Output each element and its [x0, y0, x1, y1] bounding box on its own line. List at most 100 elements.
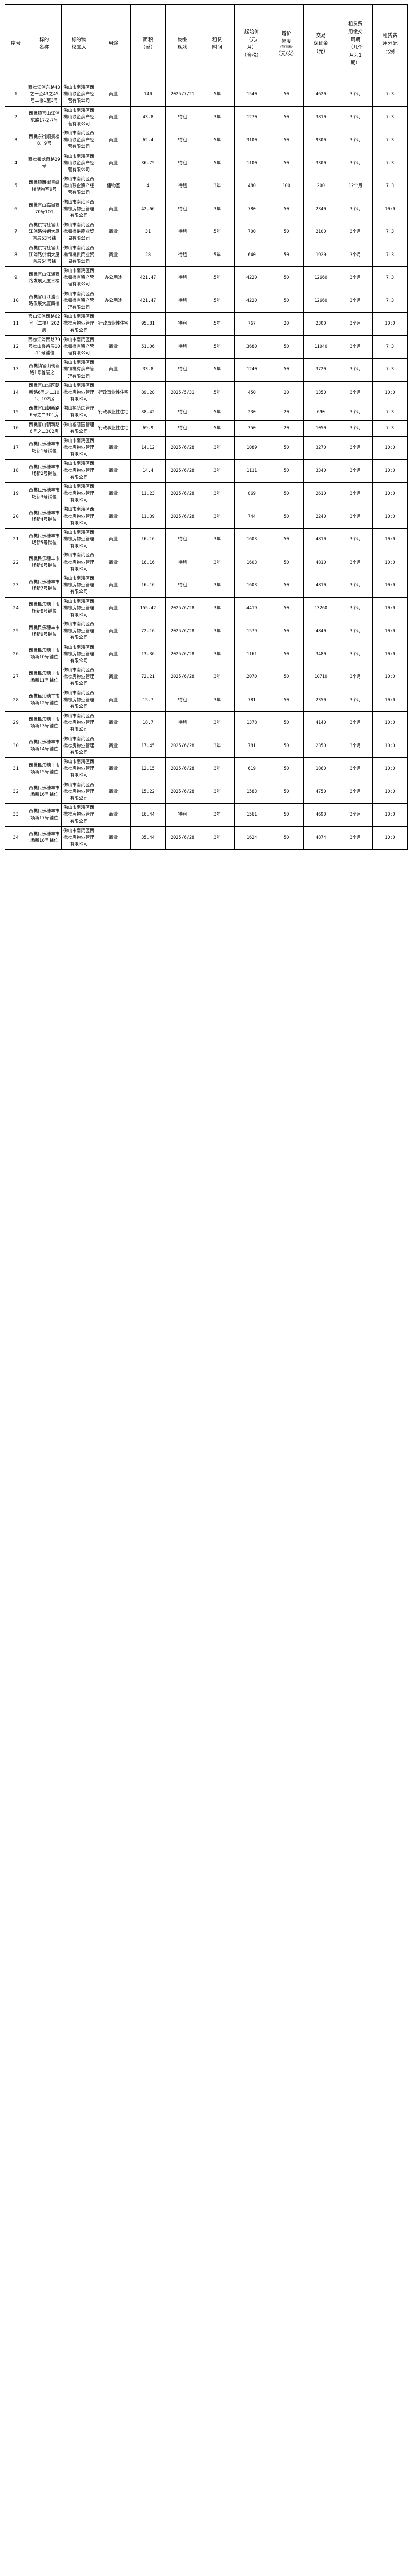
cell-owner: 佛山市南海区西樵樵房物业管理有限公司 [61, 666, 96, 689]
cell-use: 商业 [95, 780, 131, 804]
cell-pay-cycle: 3个月 [338, 83, 373, 107]
cell-name: 西樵民乐穗丰市场新16号铺位 [26, 780, 62, 804]
table-row: 25 西樵民乐穗丰市场新9号铺位 佛山市南海区西樵樵房物业管理有限公司 商业 72.16… [4, 620, 408, 643]
table-row: 9 西樵官山江浦西路发展大厦三楼 佛山市南海区西樵镇樵有资产管理有限公司 办公用途 42… [4, 266, 408, 290]
cell-area: 33.8 [130, 358, 166, 382]
cell-use: 商业 [95, 688, 131, 713]
cell-seq: 34 [4, 826, 27, 850]
cell-deposit: 13260 [303, 597, 339, 621]
cell-status: 2025/7/21 [165, 83, 201, 107]
cell-area: 72.21 [130, 666, 166, 689]
cell-deposit: 10710 [303, 666, 339, 689]
cell-term: 3年 [200, 505, 235, 529]
cell-area: 13.36 [130, 642, 166, 667]
cell-start-price: 1603 [234, 574, 270, 598]
cell-split: 10:0 [372, 381, 408, 405]
cell-use: 商业 [95, 358, 131, 382]
cell-owner: 佛山市南海区西樵樵房物业管理有限公司 [61, 197, 96, 222]
cell-start-price: 1378 [234, 711, 270, 735]
cell-increment: 20 [269, 404, 304, 421]
cell-increment: 50 [269, 597, 304, 621]
cell-split: 10:0 [372, 780, 408, 804]
cell-seq: 32 [4, 780, 27, 804]
cell-pay-cycle: 3个月 [338, 574, 373, 598]
cell-split: 10:0 [372, 197, 408, 222]
cell-deposit: 4690 [303, 803, 339, 827]
cell-status: 2025/6/28 [165, 826, 201, 850]
cell-term: 3年 [200, 482, 235, 506]
cell-split: 7:3 [372, 151, 408, 176]
cell-deposit: 12660 [303, 289, 339, 313]
cell-deposit: 1860 [303, 757, 339, 781]
cell-use: 办公用途 [95, 266, 131, 290]
cell-status: 2025/6/28 [165, 597, 201, 621]
cell-use: 商业 [95, 826, 131, 850]
cell-term: 3年 [200, 106, 235, 130]
cell-pay-cycle: 3个月 [338, 221, 373, 244]
cell-owner: 佛山市南海区西樵樵房物业管理有限公司 [61, 780, 96, 804]
cell-use: 商业 [95, 597, 131, 621]
cell-seq: 24 [4, 597, 27, 621]
cell-name: 西樵官山朝新路6号之二302房 [26, 420, 62, 437]
cell-increment: 50 [269, 436, 304, 460]
column-header-deposit: 交易 保证金 （元） [303, 4, 339, 83]
table-row: 28 西樵民乐穗丰市场新12号铺位 佛山市南海区西樵樵房物业管理有限公司 商业 15.7… [4, 688, 408, 713]
cell-split: 10:0 [372, 620, 408, 643]
cell-owner: 佛山市南海区西樵樵房物业管理有限公司 [61, 688, 96, 713]
cell-pay-cycle: 3个月 [338, 459, 373, 483]
cell-area: 31 [130, 221, 166, 244]
cell-term: 3年 [200, 666, 235, 689]
cell-term: 5年 [200, 335, 235, 359]
cell-split: 10:0 [372, 597, 408, 621]
cell-split: 7:3 [372, 221, 408, 244]
cell-owner: 佛山市南海区西樵樵房物业管理有限公司 [61, 711, 96, 735]
cell-split: 10:0 [372, 505, 408, 529]
cell-seq: 15 [4, 404, 27, 421]
cell-increment: 50 [269, 505, 304, 529]
cell-seq: 3 [4, 129, 27, 152]
cell-split: 10:0 [372, 711, 408, 735]
cell-split: 10:0 [372, 459, 408, 483]
cell-pay-cycle: 3个月 [338, 197, 373, 222]
column-header-pay-cycle: 租赁费 用缴交 周期 （几个 月为1 期） [338, 4, 373, 83]
cell-deposit: 2240 [303, 505, 339, 529]
cell-use: 行政事业性住宅 [95, 420, 131, 437]
cell-owner: 佛山市南海区西樵山联企资产经营有限公司 [61, 151, 96, 176]
table-row: 18 西樵民乐穗丰市场新2号铺位 佛山市南海区西樵樵房物业管理有限公司 商业 14.4 2… [4, 459, 408, 483]
cell-use: 商业 [95, 642, 131, 667]
cell-owner: 佛山市南海区西樵樵房物业管理有限公司 [61, 551, 96, 574]
cell-pay-cycle: 3个月 [338, 620, 373, 643]
cell-term: 5年 [200, 420, 235, 437]
cell-name: 西樵镇官山江浦东路17-2-7号 [26, 106, 62, 130]
cell-increment: 50 [269, 358, 304, 382]
cell-status: 待租 [165, 106, 201, 130]
cell-term: 3年 [200, 459, 235, 483]
cell-increment: 50 [269, 826, 304, 850]
cell-seq: 5 [4, 175, 27, 198]
cell-increment: 50 [269, 688, 304, 713]
cell-seq: 26 [4, 642, 27, 667]
cell-use: 商业 [95, 734, 131, 758]
table-row: 4 西樵镇龙泉路29号 佛山市南海区西樵山联企资产经营有限公司 商业 36.75 待租 5年… [4, 151, 408, 176]
cell-pay-cycle: 3个月 [338, 335, 373, 359]
cell-increment: 50 [269, 620, 304, 643]
cell-owner: 佛山市南海区西樵樵房物业管理有限公司 [61, 597, 96, 621]
cell-area: 421.47 [130, 289, 166, 313]
cell-seq: 8 [4, 243, 27, 267]
cell-name: 西樵镇西街景峰楼储物室9号 [26, 175, 62, 198]
cell-area: 15.22 [130, 780, 166, 804]
cell-increment: 50 [269, 106, 304, 130]
cell-status: 待租 [165, 221, 201, 244]
cell-split: 10:0 [372, 826, 408, 850]
cell-area: 69.9 [130, 420, 166, 437]
column-header-area: 面积 （㎡） [130, 4, 166, 83]
cell-increment: 50 [269, 757, 304, 781]
cell-area: 11.23 [130, 482, 166, 506]
cell-split: 7:3 [372, 243, 408, 267]
cell-split: 7:3 [372, 358, 408, 382]
cell-seq: 16 [4, 420, 27, 437]
cell-term: 5年 [200, 129, 235, 152]
cell-seq: 6 [4, 197, 27, 222]
table-row: 32 西樵民乐穗丰市场新16号铺位 佛山市南海区西樵樵房物业管理有限公司 商业 15.2… [4, 780, 408, 804]
cell-start-price: 781 [234, 688, 270, 713]
